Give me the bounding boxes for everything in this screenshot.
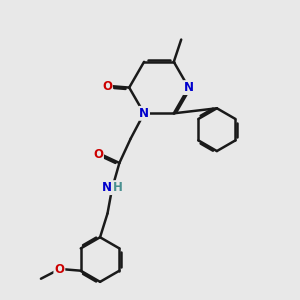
Text: N: N [184,81,194,94]
Text: H: H [113,181,123,194]
Text: O: O [93,148,103,161]
Text: O: O [102,80,112,93]
Text: N: N [102,181,112,194]
Text: N: N [139,107,149,120]
Text: O: O [54,263,64,276]
